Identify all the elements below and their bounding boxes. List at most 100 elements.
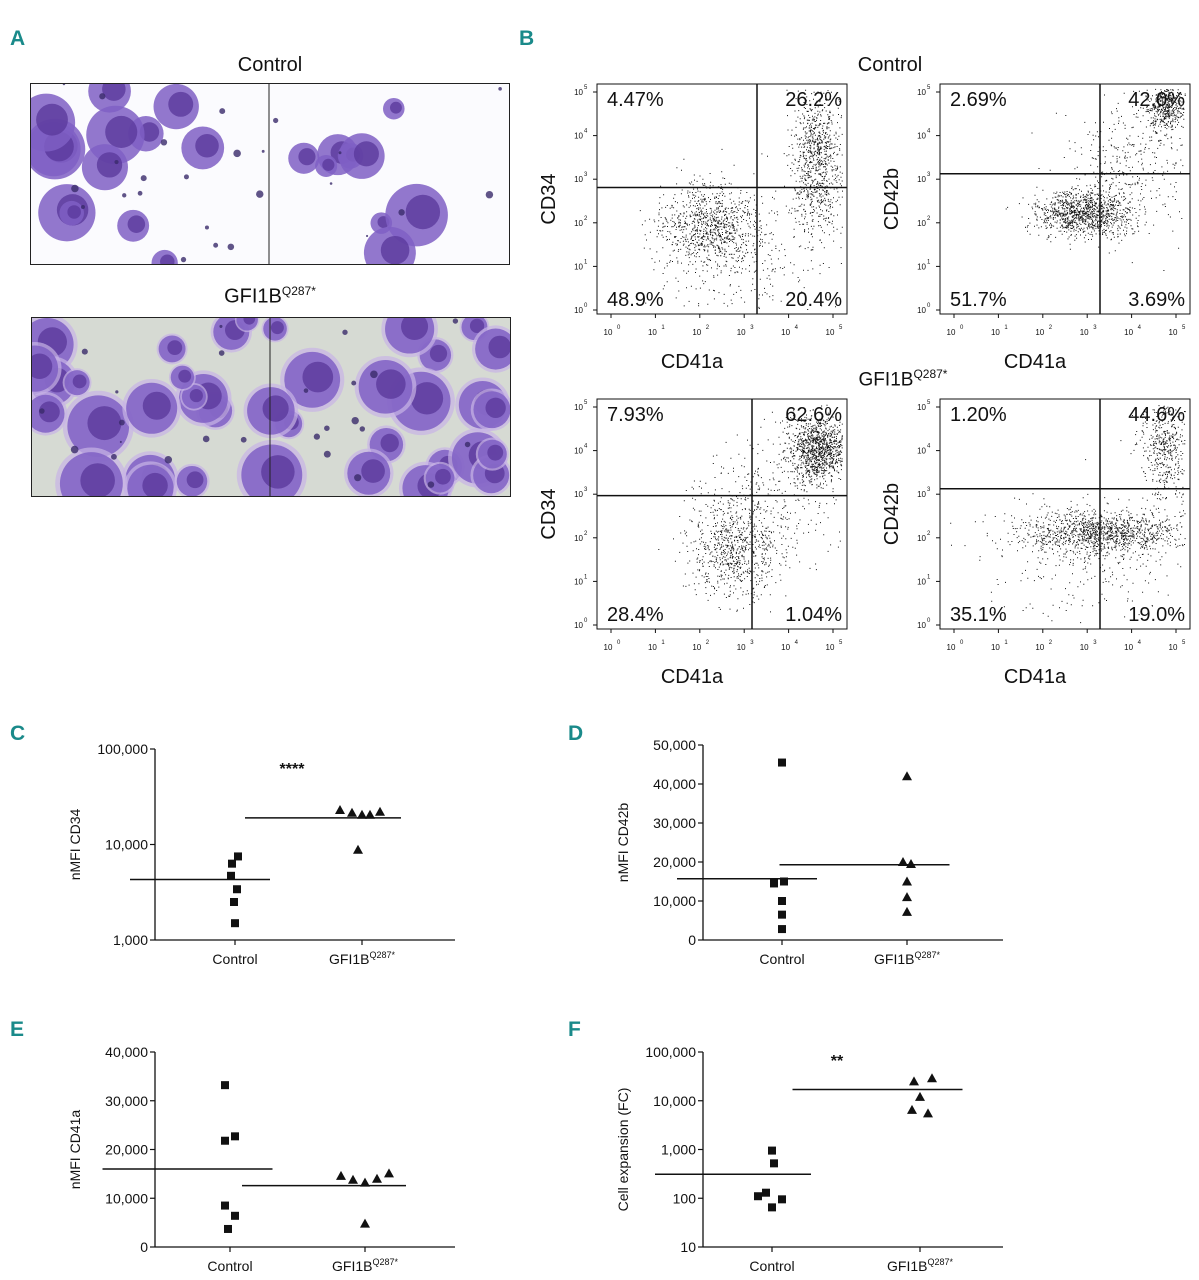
y-tick-exponent: 3 — [584, 172, 588, 178]
quadrant-ul: 7.93% — [607, 404, 664, 426]
flow-plot-3: 7.93% 62.6%28.4% 1.04%10 010 010 110 110 210 210… — [538, 398, 848, 688]
debris-dot — [164, 456, 173, 464]
x-tick-label: 10 — [692, 328, 701, 337]
debris-dot — [213, 242, 219, 248]
x-tick-label: 10 — [648, 643, 657, 652]
significance-marker: **** — [280, 761, 306, 778]
y-tick-label: 10 — [917, 534, 926, 543]
x-category-label: GFI1BQ287* — [887, 1257, 953, 1274]
x-tick-label: 10 — [991, 328, 1000, 337]
y-tick-label: 10 — [574, 262, 583, 271]
debris-dot — [323, 450, 331, 458]
debris-dot — [398, 209, 405, 216]
data-point-square — [231, 1211, 239, 1220]
y-tick-label: 20,000 — [105, 1142, 148, 1158]
x-category-sup: Q287* — [369, 950, 395, 960]
cell-nucleus — [160, 254, 175, 264]
y-tick-exponent: 1 — [927, 259, 931, 265]
x-tick-exponent: 0 — [960, 640, 964, 646]
x-tick-label: 10 — [737, 328, 746, 337]
debris-dot — [324, 425, 330, 431]
significance-marker: ** — [831, 1053, 844, 1070]
y-tick-label: 10 — [917, 88, 926, 97]
y-tick-label: 10 — [574, 403, 583, 412]
y-axis-label: nMFI CD34 — [67, 809, 83, 881]
flow-cytometry-plots: 4.47% 26.2%48.9% 20.4%10 010 010 110 110 210 210… — [538, 83, 1191, 688]
data-point-square — [230, 897, 238, 906]
quadrant-ul: 2.69% — [950, 89, 1007, 111]
cell-nucleus — [410, 382, 444, 415]
x-category-sup: Q287* — [372, 1257, 398, 1267]
cell-nucleus — [262, 395, 289, 422]
data-point-triangle — [906, 858, 916, 868]
cell-nucleus — [485, 397, 506, 418]
y-tick-exponent: 0 — [584, 618, 588, 624]
cell-nucleus — [380, 235, 410, 264]
cell-nucleus — [168, 91, 194, 117]
y-axis-label: CD34 — [538, 173, 560, 224]
data-point-square — [768, 1203, 776, 1212]
cell-nucleus — [376, 369, 406, 399]
debris-dot — [202, 435, 210, 443]
x-tick-exponent: 5 — [1182, 640, 1186, 646]
debris-dot — [99, 93, 106, 100]
cell-nucleus — [105, 115, 138, 149]
x-tick-label: 10 — [737, 643, 746, 652]
y-tick-exponent: 1 — [927, 574, 931, 580]
debris-dot — [115, 390, 119, 394]
debris-dot — [111, 453, 117, 460]
x-tick-label: 10 — [604, 643, 613, 652]
debris-dot — [256, 190, 264, 198]
y-tick-exponent: 3 — [584, 487, 588, 493]
data-point-square — [233, 885, 241, 894]
x-axis-label: CD41a — [661, 351, 724, 373]
panel-b-gfi-title: GFI1BQ287* — [803, 367, 1003, 391]
x-tick-exponent: 2 — [706, 640, 710, 646]
cell-nucleus — [32, 353, 53, 379]
cell-nucleus — [87, 406, 122, 441]
data-point-triangle — [360, 1218, 370, 1228]
y-axis-label: nMFI CD41a — [67, 1110, 83, 1190]
y-tick-exponent: 2 — [927, 531, 931, 537]
x-tick-exponent: 4 — [1138, 325, 1142, 331]
y-axis-label: nMFI CD42b — [615, 803, 631, 883]
x-axis-label: CD41a — [661, 666, 724, 688]
panel-label-d: D — [568, 722, 584, 745]
data-point-triangle — [372, 1173, 382, 1183]
x-tick-label: 10 — [1035, 328, 1044, 337]
panel-b-gfi-title-base: GFI1B — [858, 369, 914, 391]
y-tick-label: 10,000 — [653, 1093, 696, 1109]
x-category-label: GFI1BQ287* — [332, 1257, 398, 1274]
cell-nucleus — [96, 152, 123, 178]
quadrant-lr: 1.04% — [785, 604, 842, 626]
quadrant-ur: 26.2% — [785, 89, 842, 111]
x-category-label: Control — [207, 1258, 252, 1274]
debris-dot — [464, 441, 471, 448]
x-tick-exponent: 3 — [1093, 640, 1097, 646]
y-tick-exponent: 0 — [927, 303, 931, 309]
debris-dot — [227, 243, 235, 251]
data-point-triangle — [907, 1104, 917, 1114]
panel-b-control-title: Control — [857, 54, 923, 76]
y-tick-label: 1,000 — [113, 932, 148, 948]
y-tick-label: 10 — [917, 621, 926, 630]
x-tick-exponent: 0 — [960, 325, 964, 331]
debris-dot — [114, 159, 119, 165]
data-point-square — [778, 897, 786, 905]
x-tick-label: 10 — [826, 328, 835, 337]
x-tick-exponent: 2 — [1049, 640, 1053, 646]
cell-nucleus — [380, 433, 399, 453]
debris-dot — [329, 182, 333, 185]
data-point-triangle — [902, 892, 912, 902]
data-point-triangle — [902, 876, 912, 886]
y-tick-exponent: 2 — [584, 531, 588, 537]
data-point-triangle — [347, 807, 357, 817]
flow-plot-frame — [939, 398, 1191, 630]
panel-a-gfi-title-base: GFI1B — [224, 285, 282, 308]
quadrant-ul: 4.47% — [607, 89, 664, 111]
data-point-square — [778, 925, 786, 934]
x-tick-exponent: 5 — [839, 640, 843, 646]
x-category-label: Control — [749, 1258, 794, 1274]
cell-nucleus — [298, 148, 316, 166]
x-category-label: GFI1BQ287* — [329, 950, 395, 967]
